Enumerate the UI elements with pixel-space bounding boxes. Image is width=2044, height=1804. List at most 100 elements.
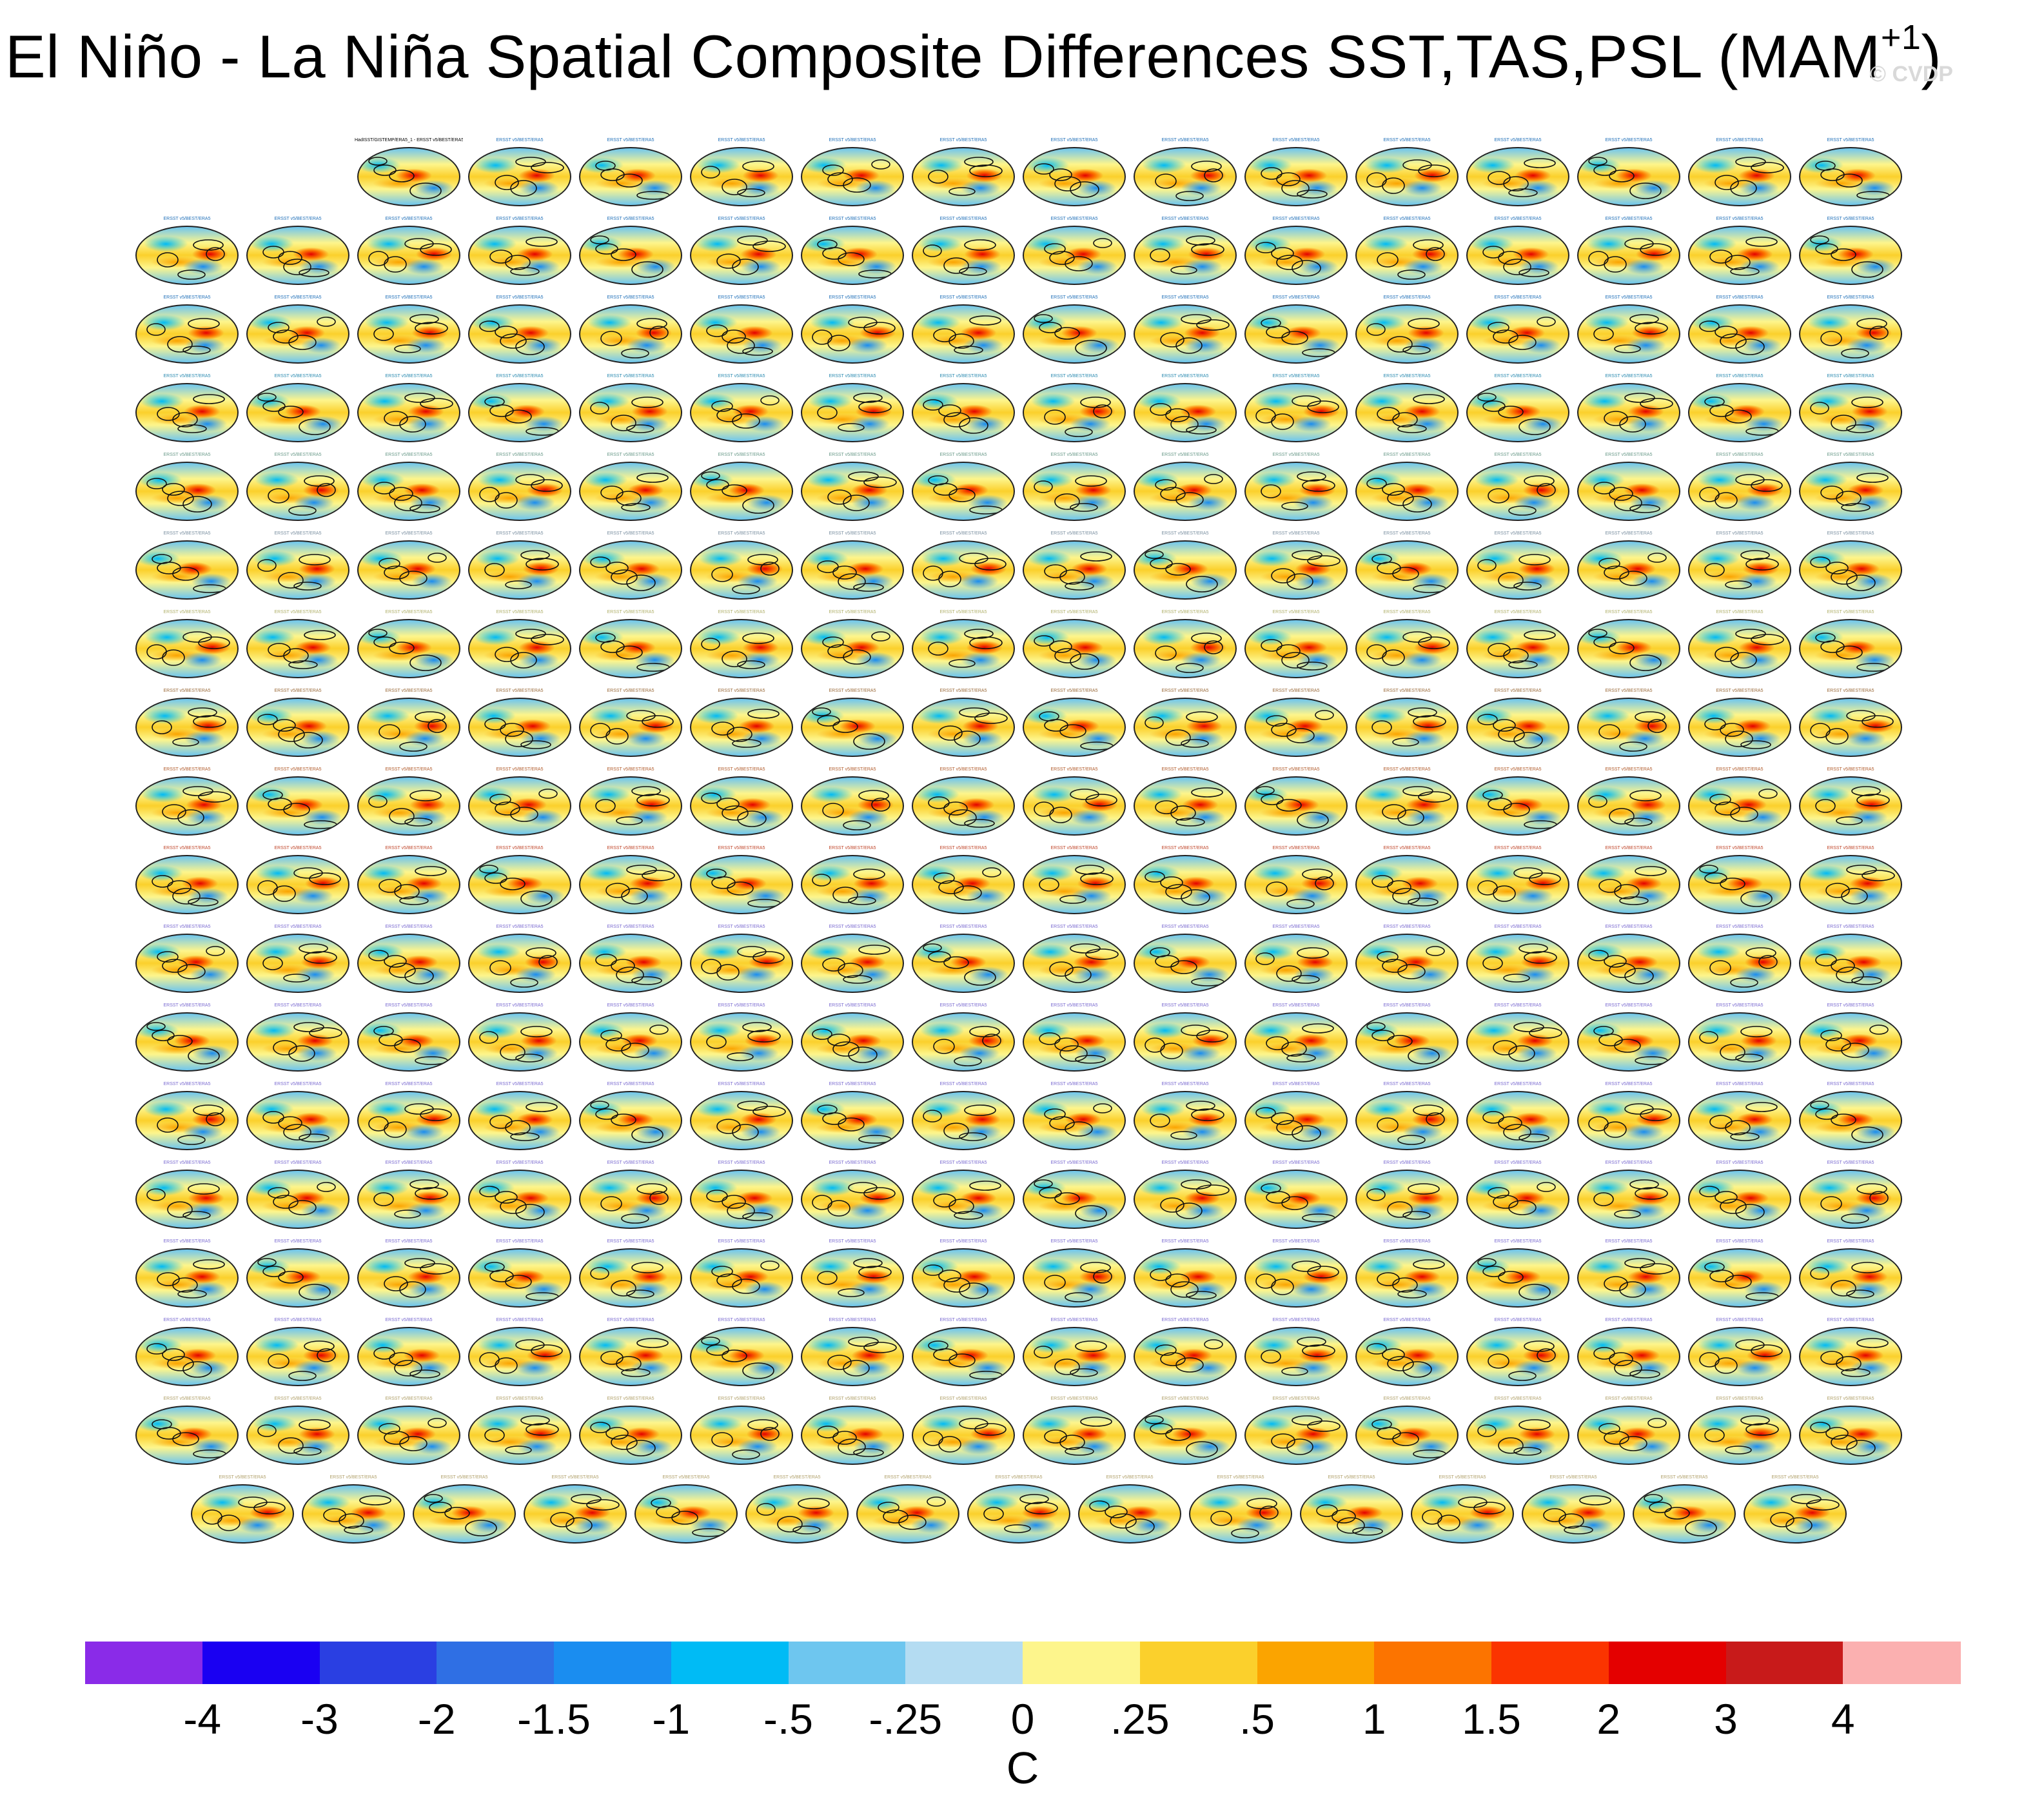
- contour-line: [162, 959, 188, 973]
- psl-contours: [933, 867, 1001, 901]
- global-map-oval: [468, 855, 571, 914]
- contour-line: [1397, 1289, 1427, 1299]
- panel-caption: ERSST v5/BEST/ERA5: [939, 767, 987, 772]
- contour-line: [1715, 492, 1738, 509]
- contour-line: [631, 1126, 663, 1143]
- contour-line: [858, 1135, 892, 1144]
- psl-contours: [1699, 1186, 1765, 1221]
- contour-line: [832, 565, 857, 580]
- contour-line: [1810, 1267, 1829, 1280]
- global-map-oval: [1355, 462, 1459, 521]
- contour-line: [394, 1210, 421, 1219]
- contour-line: [1815, 954, 1837, 966]
- contour-line: [1191, 243, 1224, 256]
- global-map-oval: [1577, 226, 1680, 285]
- contour-line: [969, 315, 1001, 326]
- global-map-oval: [302, 1484, 405, 1544]
- contour-line: [373, 1192, 394, 1206]
- contour-line: [1382, 483, 1405, 496]
- psl-contours: [1366, 631, 1450, 666]
- panel-caption: ERSST v5/BEST/ERA5: [1383, 1082, 1431, 1086]
- psl-contours: [1810, 1101, 1883, 1143]
- colorbar-box: [1257, 1642, 1375, 1684]
- psl-contours: [268, 1182, 336, 1215]
- contour-line: [1276, 644, 1301, 658]
- contour-line: [1175, 818, 1205, 827]
- contour-line: [711, 721, 734, 736]
- composite-map-panel: ERSST v5/BEST/ERA5: [1020, 215, 1128, 286]
- contour-line: [812, 329, 832, 345]
- contour-line: [520, 1026, 553, 1037]
- contour-line: [636, 473, 669, 483]
- composite-map-panel: ERSST v5/BEST/ERA5: [355, 766, 463, 837]
- psl-contours: [822, 945, 890, 984]
- composite-map-panel: ERSST v5/BEST/ERA5: [244, 845, 352, 916]
- panel-caption: ERSST v5/BEST/ERA5: [1161, 1318, 1209, 1322]
- psl-contours: [812, 1028, 878, 1063]
- composite-map-panel: ERSST v5/BEST/ERA5: [909, 1002, 1017, 1073]
- composite-map-panel: ERSST v5/BEST/ERA5: [1020, 687, 1128, 758]
- psl-contours: [1366, 318, 1440, 355]
- contour-line: [427, 1418, 447, 1428]
- contour-line: [368, 251, 389, 266]
- composite-map-panel: ERSST v5/BEST/ERA5: [1575, 1159, 1683, 1230]
- contour-line: [631, 976, 662, 985]
- composite-map-panel: ERSST v5/BEST/ERA5: [355, 215, 463, 286]
- contour-line: [1075, 1205, 1107, 1222]
- contour-line: [1191, 632, 1222, 644]
- contour-line: [1810, 723, 1831, 738]
- contour-line: [1186, 711, 1218, 723]
- composite-map-panel: ERSST v5/BEST/ERA5: [244, 1317, 352, 1387]
- panel-caption: ERSST v5/BEST/ERA5: [1161, 138, 1209, 142]
- contour-line: [1191, 977, 1224, 986]
- contour-line: [1593, 164, 1617, 176]
- contour-line: [817, 1426, 839, 1438]
- global-map-oval: [1577, 1012, 1680, 1072]
- composite-map-panel: ERSST v5/BEST/ERA5: [1575, 451, 1683, 522]
- contour-line: [848, 471, 879, 482]
- contour-line: [1593, 1347, 1615, 1360]
- contour-line: [1387, 336, 1413, 353]
- contour-line: [1482, 1111, 1504, 1124]
- psl-contours: [1477, 867, 1561, 902]
- contour-line: [1831, 415, 1856, 431]
- contour-line: [1150, 1423, 1173, 1435]
- contour-line: [1261, 167, 1282, 180]
- contour-line: [1255, 408, 1276, 424]
- contour-line: [1846, 1440, 1876, 1456]
- global-map-oval: [1023, 855, 1126, 914]
- contour-line: [253, 1502, 286, 1515]
- composite-map-panel: ERSST v5/BEST/ERA5: [576, 451, 685, 522]
- psl-contours: [1377, 1104, 1445, 1145]
- contour-line: [368, 157, 388, 166]
- composite-map-panel: ERSST v5/BEST/ERA5: [133, 845, 241, 916]
- contour-line: [843, 820, 871, 830]
- contour-line: [1740, 550, 1770, 560]
- contour-line: [1418, 164, 1450, 177]
- contour-line: [1080, 1417, 1112, 1427]
- global-map-oval: [1134, 1091, 1237, 1150]
- contour-line: [822, 247, 847, 260]
- panel-caption: ERSST v5/BEST/ERA5: [1716, 1003, 1764, 1008]
- contour-line: [1841, 348, 1869, 358]
- global-map-oval: [1134, 304, 1237, 364]
- composite-map-panel: ERSST v5/BEST/ERA5: [1076, 1474, 1184, 1545]
- contour-line: [631, 261, 663, 278]
- contour-line: [853, 733, 885, 750]
- panel-caption: ERSST v5/BEST/ERA5: [1827, 217, 1874, 221]
- panel-caption: ERSST v5/BEST/ERA5: [1161, 217, 1209, 221]
- contour-line: [278, 572, 304, 589]
- psl-contours: [1371, 875, 1439, 907]
- contour-line: [1745, 947, 1776, 959]
- psl-contours: [827, 471, 897, 511]
- panel-caption: ERSST v5/BEST/ERA5: [163, 1003, 211, 1008]
- contour-line: [600, 331, 622, 346]
- contour-line: [1266, 1191, 1290, 1204]
- psl-contours: [1155, 787, 1223, 827]
- panel-caption: ERSST v5/BEST/ERA5: [1383, 1397, 1431, 1401]
- contour-line: [378, 558, 400, 569]
- psl-contours: [162, 786, 231, 826]
- psl-contours: [1261, 1183, 1335, 1222]
- composite-map-panel: ERSST v5/BEST/ERA5: [466, 530, 574, 601]
- global-map-oval: [1577, 540, 1680, 600]
